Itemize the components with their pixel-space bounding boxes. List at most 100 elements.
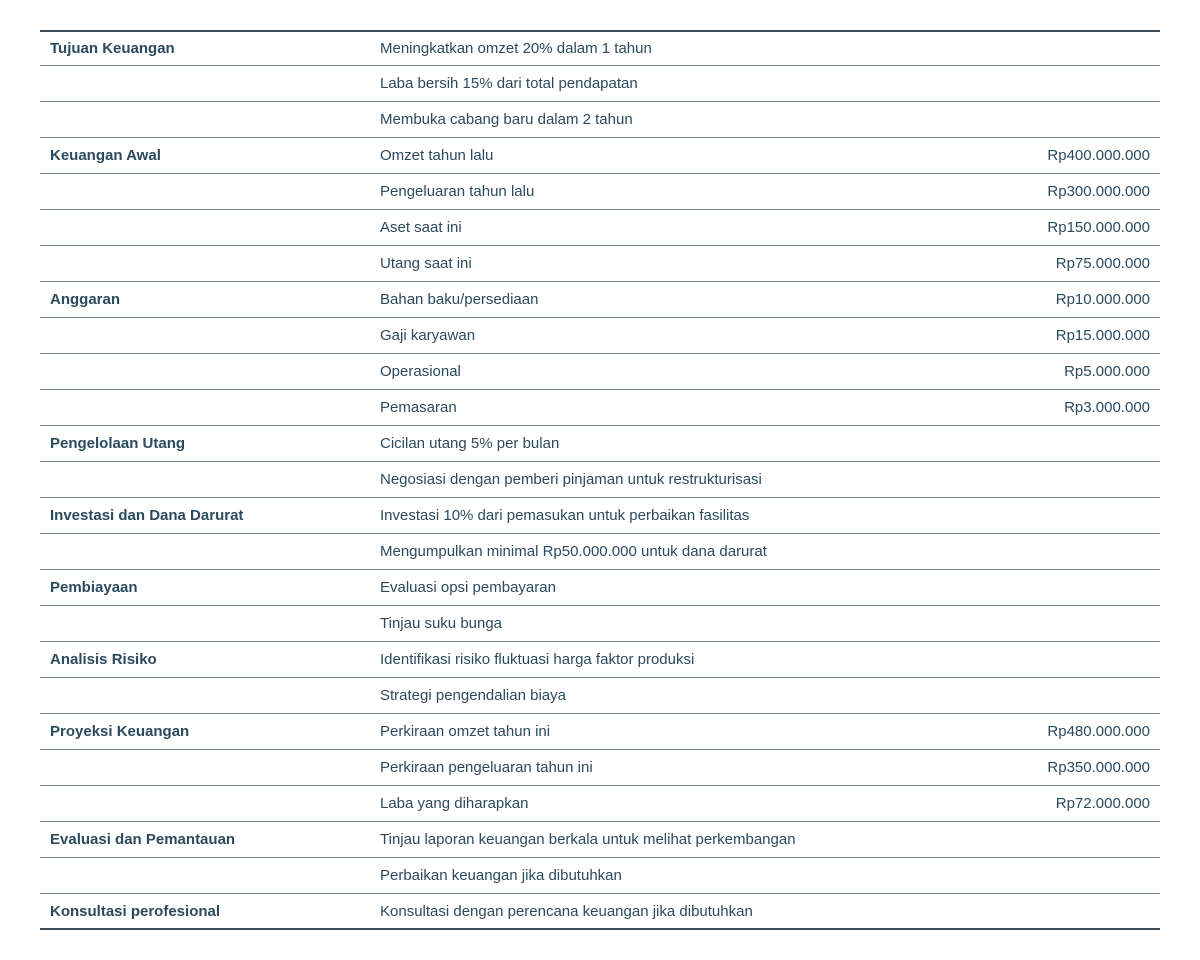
value-cell: Rp10.000.000 <box>1000 283 1160 316</box>
category-cell: Anggaran <box>40 283 370 316</box>
description-cell: Omzet tahun lalu <box>370 139 1000 172</box>
table-row: Analisis RisikoIdentifikasi risiko flukt… <box>40 642 1160 678</box>
table-row: Utang saat iniRp75.000.000 <box>40 246 1160 282</box>
table-row: Tinjau suku bunga <box>40 606 1160 642</box>
description-cell: Meningkatkan omzet 20% dalam 1 tahun <box>370 32 1000 65</box>
category-cell: Proyeksi Keuangan <box>40 715 370 748</box>
value-cell <box>1000 616 1160 632</box>
value-cell: Rp350.000.000 <box>1000 751 1160 784</box>
value-cell: Rp150.000.000 <box>1000 211 1160 244</box>
description-cell: Cicilan utang 5% per bulan <box>370 427 1000 460</box>
description-cell: Perbaikan keuangan jika dibutuhkan <box>370 859 1000 892</box>
category-cell <box>40 247 370 280</box>
category-cell <box>40 751 370 784</box>
value-cell <box>1000 544 1160 560</box>
value-cell <box>1000 76 1160 92</box>
table-row: Laba bersih 15% dari total pendapatan <box>40 66 1160 102</box>
description-cell: Negosiasi dengan pemberi pinjaman untuk … <box>370 463 1000 496</box>
description-cell: Laba yang diharapkan <box>370 787 1000 820</box>
value-cell <box>1000 508 1160 524</box>
value-cell <box>1000 436 1160 452</box>
value-cell <box>1000 832 1160 848</box>
category-cell <box>40 391 370 424</box>
description-cell: Identifikasi risiko fluktuasi harga fakt… <box>370 643 1000 676</box>
value-cell: Rp72.000.000 <box>1000 787 1160 820</box>
description-cell: Perkiraan omzet tahun ini <box>370 715 1000 748</box>
value-cell <box>1000 472 1160 488</box>
table-row: Gaji karyawanRp15.000.000 <box>40 318 1160 354</box>
description-cell: Aset saat ini <box>370 211 1000 244</box>
description-cell: Gaji karyawan <box>370 319 1000 352</box>
value-cell: Rp15.000.000 <box>1000 319 1160 352</box>
table-row: Evaluasi dan PemantauanTinjau laporan ke… <box>40 822 1160 858</box>
table-row: Perkiraan pengeluaran tahun iniRp350.000… <box>40 750 1160 786</box>
table-row: Investasi dan Dana DaruratInvestasi 10% … <box>40 498 1160 534</box>
table-row: PemasaranRp3.000.000 <box>40 390 1160 426</box>
table-row: Membuka cabang baru dalam 2 tahun <box>40 102 1160 138</box>
description-cell: Perkiraan pengeluaran tahun ini <box>370 751 1000 784</box>
description-cell: Laba bersih 15% dari total pendapatan <box>370 67 1000 100</box>
financial-plan-table: Tujuan KeuanganMeningkatkan omzet 20% da… <box>40 30 1160 930</box>
table-row: Proyeksi KeuanganPerkiraan omzet tahun i… <box>40 714 1160 750</box>
category-cell: Konsultasi perofesional <box>40 895 370 928</box>
value-cell: Rp5.000.000 <box>1000 355 1160 388</box>
table-row: Strategi pengendalian biaya <box>40 678 1160 714</box>
value-cell: Rp400.000.000 <box>1000 139 1160 172</box>
value-cell: Rp480.000.000 <box>1000 715 1160 748</box>
table-row: PembiayaanEvaluasi opsi pembayaran <box>40 570 1160 606</box>
description-cell: Pengeluaran tahun lalu <box>370 175 1000 208</box>
category-cell: Tujuan Keuangan <box>40 32 370 65</box>
table-row: Mengumpulkan minimal Rp50.000.000 untuk … <box>40 534 1160 570</box>
description-cell: Evaluasi opsi pembayaran <box>370 571 1000 604</box>
description-cell: Mengumpulkan minimal Rp50.000.000 untuk … <box>370 535 1000 568</box>
value-cell <box>1000 688 1160 704</box>
table-row: Pengelolaan UtangCicilan utang 5% per bu… <box>40 426 1160 462</box>
value-cell <box>1000 652 1160 668</box>
table-row: Perbaikan keuangan jika dibutuhkan <box>40 858 1160 894</box>
value-cell: Rp300.000.000 <box>1000 175 1160 208</box>
description-cell: Utang saat ini <box>370 247 1000 280</box>
category-cell: Investasi dan Dana Darurat <box>40 499 370 532</box>
description-cell: Tinjau suku bunga <box>370 607 1000 640</box>
category-cell <box>40 463 370 496</box>
value-cell <box>1000 580 1160 596</box>
table-row: Negosiasi dengan pemberi pinjaman untuk … <box>40 462 1160 498</box>
table-row: Laba yang diharapkanRp72.000.000 <box>40 786 1160 822</box>
category-cell <box>40 319 370 352</box>
value-cell <box>1000 903 1160 919</box>
table-row: Keuangan AwalOmzet tahun laluRp400.000.0… <box>40 138 1160 174</box>
category-cell: Evaluasi dan Pemantauan <box>40 823 370 856</box>
table-row: Aset saat iniRp150.000.000 <box>40 210 1160 246</box>
description-cell: Operasional <box>370 355 1000 388</box>
description-cell: Investasi 10% dari pemasukan untuk perba… <box>370 499 1000 532</box>
category-cell: Pengelolaan Utang <box>40 427 370 460</box>
category-cell <box>40 787 370 820</box>
value-cell <box>1000 868 1160 884</box>
category-cell <box>40 211 370 244</box>
category-cell: Keuangan Awal <box>40 139 370 172</box>
category-cell <box>40 859 370 892</box>
table-row: OperasionalRp5.000.000 <box>40 354 1160 390</box>
description-cell: Bahan baku/persediaan <box>370 283 1000 316</box>
value-cell: Rp75.000.000 <box>1000 247 1160 280</box>
table-row: AnggaranBahan baku/persediaanRp10.000.00… <box>40 282 1160 318</box>
category-cell: Analisis Risiko <box>40 643 370 676</box>
table-row: Tujuan KeuanganMeningkatkan omzet 20% da… <box>40 30 1160 66</box>
category-cell: Pembiayaan <box>40 571 370 604</box>
value-cell <box>1000 112 1160 128</box>
category-cell <box>40 103 370 136</box>
table-row: Pengeluaran tahun laluRp300.000.000 <box>40 174 1160 210</box>
description-cell: Konsultasi dengan perencana keuangan jik… <box>370 895 1000 928</box>
value-cell: Rp3.000.000 <box>1000 391 1160 424</box>
category-cell <box>40 175 370 208</box>
description-cell: Tinjau laporan keuangan berkala untuk me… <box>370 823 1000 856</box>
description-cell: Strategi pengendalian biaya <box>370 679 1000 712</box>
category-cell <box>40 355 370 388</box>
category-cell <box>40 535 370 568</box>
description-cell: Membuka cabang baru dalam 2 tahun <box>370 103 1000 136</box>
category-cell <box>40 67 370 100</box>
category-cell <box>40 607 370 640</box>
value-cell <box>1000 41 1160 57</box>
description-cell: Pemasaran <box>370 391 1000 424</box>
category-cell <box>40 679 370 712</box>
